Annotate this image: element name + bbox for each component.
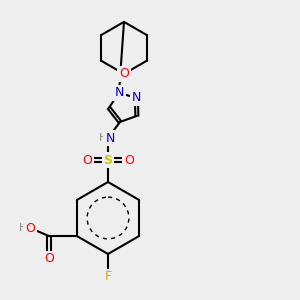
Text: F: F	[104, 271, 112, 284]
Text: S: S	[103, 154, 112, 166]
Text: O: O	[82, 154, 92, 166]
Text: H: H	[19, 223, 27, 233]
Text: O: O	[119, 68, 129, 80]
Text: O: O	[44, 253, 54, 266]
Text: N: N	[114, 86, 124, 99]
Text: O: O	[124, 154, 134, 166]
Text: N: N	[132, 92, 141, 104]
Text: N: N	[105, 131, 115, 145]
Text: H: H	[99, 133, 107, 143]
Text: O: O	[25, 221, 35, 235]
